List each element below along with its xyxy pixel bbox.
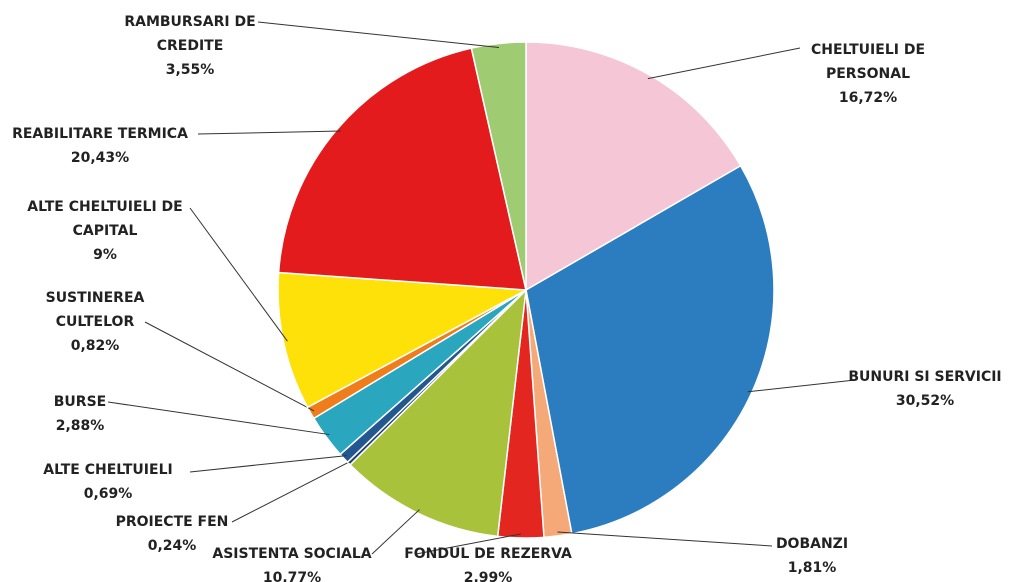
- value-label: 20,43%: [70, 150, 130, 166]
- value-label: 16,72%: [838, 90, 898, 106]
- leader-line: [144, 321, 315, 412]
- slice-label: BURSE 2,88%: [30, 390, 130, 438]
- pie-slice: [525, 164, 775, 535]
- leader-line: [257, 21, 500, 49]
- slice-label: ALTE CHELTUIELI DE CAPITAL 9%: [10, 195, 200, 267]
- category-label: SUSTINEREA CULTELOR: [45, 290, 145, 330]
- value-label: 0,82%: [70, 338, 120, 354]
- pie-slice: [470, 41, 527, 291]
- pie-slice: [525, 41, 742, 292]
- leader-line: [197, 130, 341, 135]
- value-label: 0,24%: [147, 538, 197, 554]
- leader-line: [189, 207, 288, 342]
- value-label: 2,88%: [55, 418, 105, 434]
- slice-label: ALTE CHELTUIELI 0,69%: [28, 458, 188, 506]
- slice-label: RAMBURSARI DE CREDITE 3,55%: [110, 10, 270, 82]
- leader-line: [107, 401, 330, 436]
- category-label: FONDUL DE REZERVA: [404, 546, 572, 562]
- value-label: 10,77%: [262, 570, 322, 582]
- category-label: ALTE CHELTUIELI DE CAPITAL: [27, 199, 183, 239]
- slice-label: SUSTINEREA CULTELOR 0,82%: [35, 286, 155, 358]
- value-label: 2,99%: [463, 570, 513, 582]
- leader-line: [189, 455, 347, 473]
- leader-line: [231, 460, 352, 523]
- leader-line: [747, 379, 856, 393]
- category-label: BUNURI SI SERVICII: [848, 369, 1002, 385]
- slice-label: BUNURI SI SERVICII 30,52%: [835, 365, 1015, 413]
- value-label: 9%: [93, 247, 117, 263]
- value-label: 3,55%: [165, 62, 215, 78]
- pie-slice: [349, 287, 527, 538]
- value-label: 1,81%: [787, 560, 837, 576]
- slice-label: DOBANZI 1,81%: [752, 532, 872, 580]
- value-label: 30,52%: [895, 393, 955, 409]
- leader-line: [557, 531, 773, 547]
- slice-label: FONDUL DE REZERVA 2,99%: [393, 542, 583, 582]
- category-label: BURSE: [53, 394, 107, 410]
- category-label: REABILITARE TERMICA: [12, 126, 188, 142]
- leader-line: [371, 509, 420, 555]
- value-label: 0,69%: [83, 486, 133, 502]
- slice-label: CHELTUIELI DE PERSONAL 16,72%: [788, 38, 948, 110]
- category-label: ALTE CHELTUIELI: [43, 462, 173, 478]
- category-label: RAMBURSARI DE CREDITE: [124, 14, 256, 54]
- pie-slice: [277, 271, 529, 409]
- slice-label: ASISTENTA SOCIALA 10,77%: [197, 542, 387, 582]
- category-label: DOBANZI: [775, 536, 849, 552]
- category-label: ASISTENTA SOCIALA: [212, 546, 372, 562]
- category-label: PROIECTE FEN: [115, 514, 229, 530]
- pie-slice: [277, 47, 527, 291]
- leader-line: [647, 47, 801, 80]
- slice-label: REABILITARE TERMICA 20,43%: [0, 122, 200, 170]
- slice-label: PROIECTE FEN 0,24%: [112, 510, 232, 558]
- leader-line: [415, 533, 521, 555]
- category-label: CHELTUIELI DE PERSONAL: [810, 42, 926, 82]
